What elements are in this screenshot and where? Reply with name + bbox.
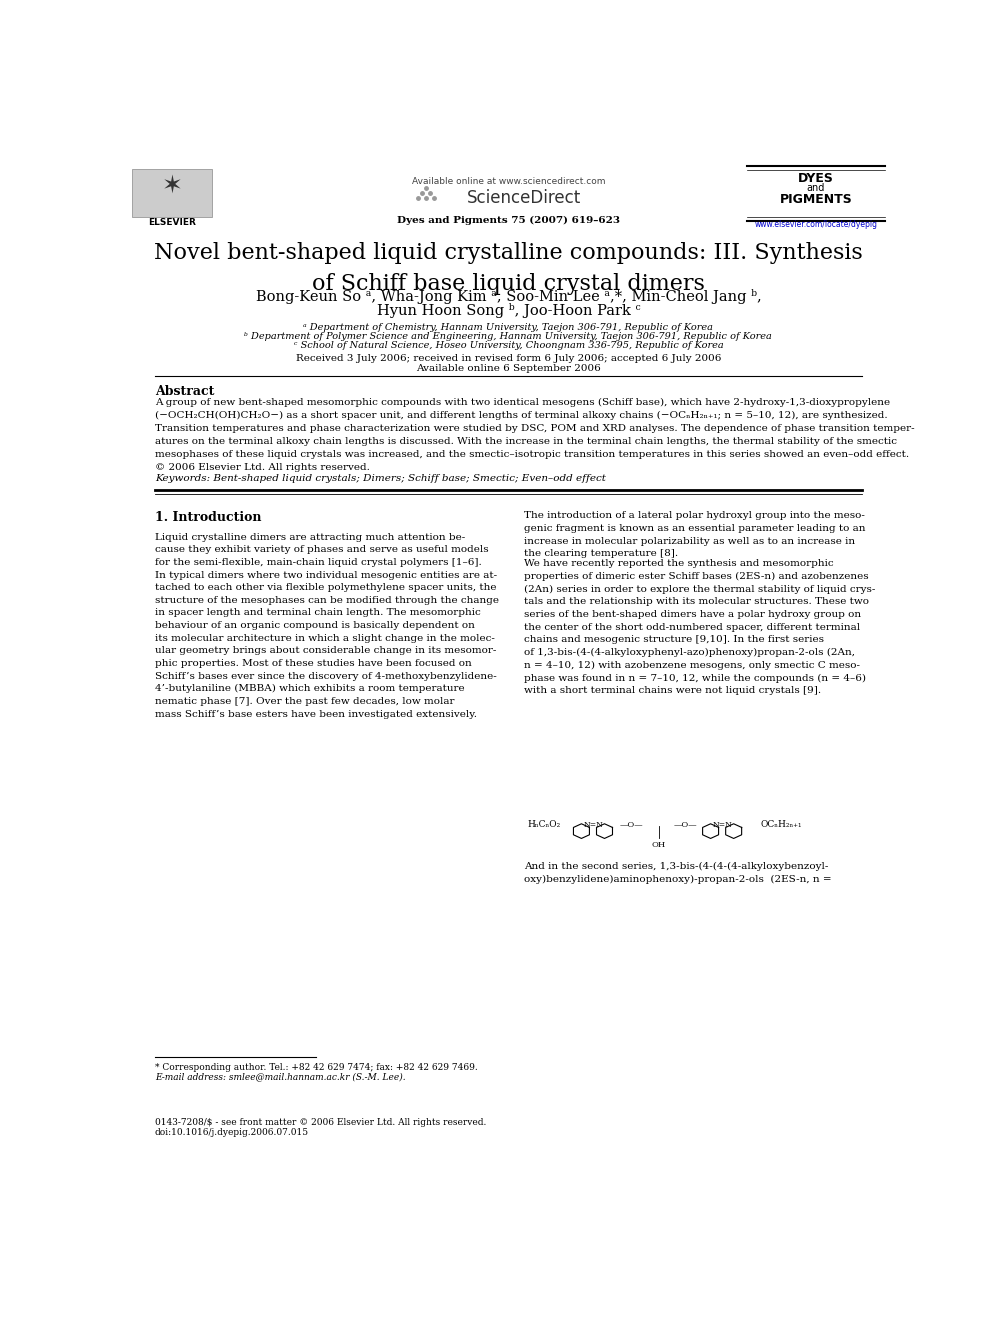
Text: and: and <box>806 183 825 193</box>
Text: Liquid crystalline dimers are attracting much attention be-
cause they exhibit v: Liquid crystalline dimers are attracting… <box>155 533 499 718</box>
Text: Available online 6 September 2006: Available online 6 September 2006 <box>416 364 601 373</box>
Text: Received 3 July 2006; received in revised form 6 July 2006; accepted 6 July 2006: Received 3 July 2006; received in revise… <box>296 355 721 364</box>
Text: Bong-Keun So ᵃ, Wha-Jong Kim ᵃ, Soo-Min Lee ᵃ,*, Min-Cheol Jang ᵇ,: Bong-Keun So ᵃ, Wha-Jong Kim ᵃ, Soo-Min … <box>256 290 761 304</box>
Text: And in the second series, 1,3-bis-(4-(4-(4-alkyloxybenzoyl-
oxy)benzylidene)amin: And in the second series, 1,3-bis-(4-(4-… <box>524 861 831 884</box>
Text: ᵇ Department of Polymer Science and Engineering, Hannam University, Taejon 306-7: ᵇ Department of Polymer Science and Engi… <box>244 332 773 341</box>
Text: Available online at www.sciencedirect.com: Available online at www.sciencedirect.co… <box>412 177 605 187</box>
Text: HₙCₙO₂: HₙCₙO₂ <box>528 820 560 830</box>
Text: OH: OH <box>652 841 667 849</box>
Text: * Corresponding author. Tel.: +82 42 629 7474; fax: +82 42 629 7469.: * Corresponding author. Tel.: +82 42 629… <box>155 1064 477 1073</box>
Text: ᶜ School of Natural Science, Hoseo University, Choongnam 336-795, Republic of Ko: ᶜ School of Natural Science, Hoseo Unive… <box>294 341 723 351</box>
Text: www.elsevier.com/locate/dyepig: www.elsevier.com/locate/dyepig <box>755 220 877 229</box>
Text: Dyes and Pigments 75 (2007) 619–623: Dyes and Pigments 75 (2007) 619–623 <box>397 216 620 225</box>
Text: —O—: —O— <box>620 822 643 830</box>
Text: OCₙH₂ₙ₊₁: OCₙH₂ₙ₊₁ <box>761 820 803 830</box>
Text: doi:10.1016/j.dyepig.2006.07.015: doi:10.1016/j.dyepig.2006.07.015 <box>155 1127 309 1136</box>
Text: N=N: N=N <box>584 822 604 830</box>
FancyBboxPatch shape <box>132 169 212 217</box>
Text: A group of new bent-shaped mesomorphic compounds with two identical mesogens (Sc: A group of new bent-shaped mesomorphic c… <box>155 398 915 472</box>
Text: N=N: N=N <box>713 822 733 830</box>
Text: —O—: —O— <box>674 822 697 830</box>
Text: Keywords: Bent-shaped liquid crystals; Dimers; Schiff base; Smectic; Even–odd ef: Keywords: Bent-shaped liquid crystals; D… <box>155 474 606 483</box>
Text: Hyun Hoon Song ᵇ, Joo-Hoon Park ᶜ: Hyun Hoon Song ᵇ, Joo-Hoon Park ᶜ <box>377 303 640 319</box>
Text: ᵃ Department of Chemistry, Hannam University, Taejon 306-791, Republic of Korea: ᵃ Department of Chemistry, Hannam Univer… <box>304 323 713 332</box>
Text: DYES: DYES <box>798 172 834 185</box>
Text: The introduction of a lateral polar hydroxyl group into the meso-
genic fragment: The introduction of a lateral polar hydr… <box>524 511 865 558</box>
Text: 1. Introduction: 1. Introduction <box>155 511 261 524</box>
Text: ScienceDirect: ScienceDirect <box>466 189 581 208</box>
Text: ELSEVIER: ELSEVIER <box>149 218 196 226</box>
Text: E-mail address: smlee@mail.hannam.ac.kr (S.-M. Lee).: E-mail address: smlee@mail.hannam.ac.kr … <box>155 1073 406 1081</box>
Text: We have recently reported the synthesis and mesomorphic
properties of dimeric es: We have recently reported the synthesis … <box>524 560 875 696</box>
Text: Abstract: Abstract <box>155 385 214 398</box>
Text: ✶: ✶ <box>162 175 183 198</box>
Text: Novel bent-shaped liquid crystalline compounds: III. Synthesis
of Schiff base li: Novel bent-shaped liquid crystalline com… <box>154 242 863 295</box>
Text: PIGMENTS: PIGMENTS <box>780 193 852 206</box>
Text: 0143-7208/$ - see front matter © 2006 Elsevier Ltd. All rights reserved.: 0143-7208/$ - see front matter © 2006 El… <box>155 1118 486 1127</box>
